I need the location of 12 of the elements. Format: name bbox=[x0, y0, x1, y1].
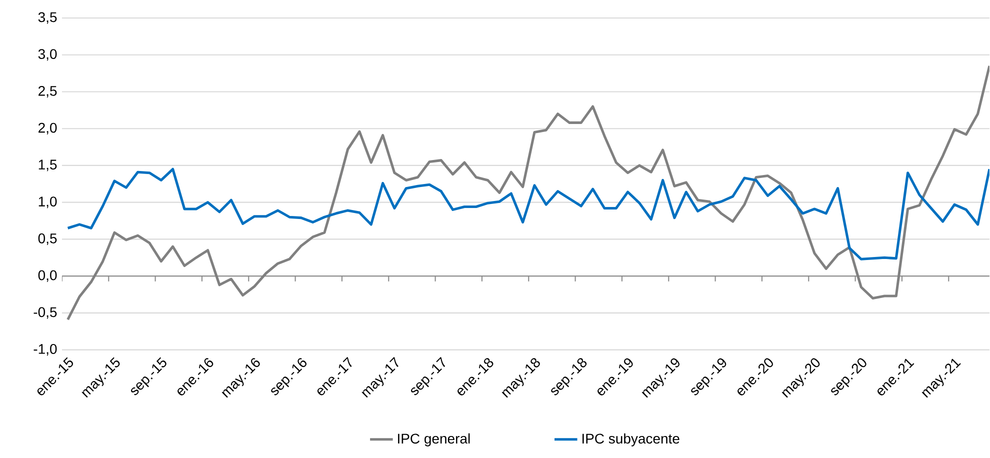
y-tick-label: 0,0 bbox=[38, 270, 57, 282]
y-tick-label: 3,5 bbox=[38, 12, 57, 24]
y-tick-label: 1,0 bbox=[38, 196, 57, 208]
y-tick-label: -0,5 bbox=[34, 307, 57, 319]
legend-label: IPC general bbox=[398, 433, 470, 446]
y-tick-label: 2,5 bbox=[38, 86, 57, 98]
y-tick-label: 3,0 bbox=[38, 49, 57, 61]
y-tick-label: 1,5 bbox=[38, 160, 57, 172]
legend-label: IPC subyacente bbox=[582, 433, 680, 446]
y-tick-label: 2,0 bbox=[38, 122, 57, 135]
y-tick-label: -1,0 bbox=[34, 344, 57, 356]
y-tick-label: 0,5 bbox=[38, 234, 57, 246]
